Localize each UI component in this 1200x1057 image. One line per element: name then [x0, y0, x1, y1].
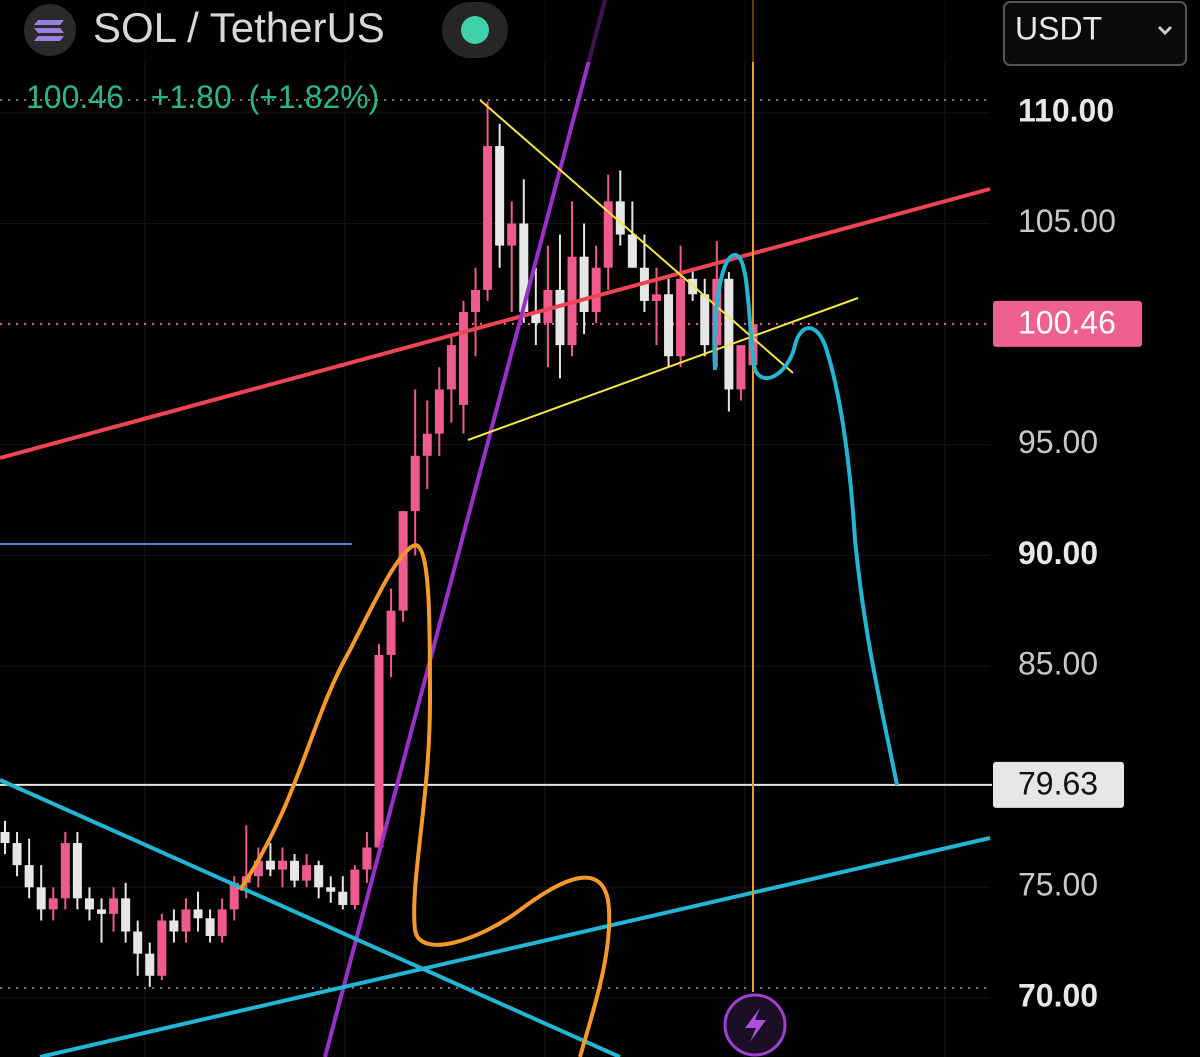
change-pct: (+1.82%)	[249, 79, 380, 115]
candle-body	[48, 898, 58, 910]
candle-body	[326, 887, 336, 892]
currency-select[interactable]	[1003, 1, 1187, 66]
y-tick-label: 85.00	[1018, 645, 1098, 681]
candle-body	[121, 898, 131, 932]
coin-glyph	[34, 20, 64, 41]
currency: USDT	[1015, 10, 1102, 46]
last-price: 100.46	[26, 79, 124, 115]
candle-body	[133, 931, 143, 954]
quote-line: 100.46 +1.80 (+1.82%)	[26, 79, 379, 115]
candle-body	[434, 389, 444, 434]
candle-body	[24, 865, 34, 888]
price-label-box	[993, 761, 1124, 808]
candle-body	[84, 898, 94, 910]
candle-body	[60, 843, 70, 899]
candle-body	[676, 278, 686, 357]
candle-body	[277, 860, 287, 870]
status-dot	[461, 16, 489, 44]
candle-body	[97, 909, 107, 914]
y-tick-label: 70.00	[1018, 977, 1098, 1013]
candle-body	[507, 223, 517, 246]
candle-body	[229, 882, 239, 910]
candle-body	[36, 887, 46, 910]
candle-body	[543, 289, 553, 324]
candle-body	[253, 860, 263, 877]
chevron	[1157, 25, 1173, 36]
candle-body	[374, 654, 384, 848]
symbol: SOL / TetherUS	[93, 4, 385, 51]
y-tick-label: 75.00	[1018, 867, 1098, 903]
candle-body	[458, 311, 468, 405]
candle-body	[410, 455, 420, 512]
candle-body	[495, 146, 505, 246]
candle-body	[555, 289, 565, 346]
candle-body	[181, 909, 191, 932]
candle-body	[72, 843, 82, 899]
candle-body	[338, 891, 348, 905]
candle-body	[651, 294, 661, 301]
alert-icon	[745, 1008, 766, 1042]
candle-body	[265, 860, 275, 870]
candle-body	[157, 920, 167, 976]
candle-body	[627, 234, 637, 268]
candle-body	[386, 610, 396, 655]
candle-body	[362, 847, 372, 870]
candle-body	[350, 869, 360, 905]
drawings	[0, 0, 991, 1057]
candle-body	[531, 311, 541, 324]
candle-body	[398, 511, 408, 611]
candle-body	[422, 433, 432, 456]
v-grid	[144, 0, 946, 1057]
candle-body	[579, 256, 589, 312]
candle-body	[700, 294, 710, 346]
candle-body	[483, 146, 493, 290]
candle-body	[217, 909, 227, 936]
candle-body	[603, 201, 613, 268]
candle-body	[205, 918, 215, 936]
candle-body	[446, 345, 456, 390]
candle-body	[193, 909, 203, 919]
candle-body	[519, 223, 529, 312]
candle-body	[169, 920, 179, 932]
candle-body	[302, 865, 312, 881]
price-label-box	[993, 300, 1142, 347]
y-tick-label: 95.00	[1018, 424, 1098, 460]
price-label: 100.46	[1018, 304, 1116, 340]
candle-body	[591, 267, 601, 312]
candle-body	[615, 201, 625, 235]
change: +1.80	[151, 79, 232, 115]
candle-body	[12, 843, 22, 866]
price-label: 79.63	[1018, 765, 1098, 801]
candle-body	[471, 289, 481, 312]
candle-body	[109, 898, 119, 914]
candle-body	[0, 831, 10, 844]
y-tick-label: 90.00	[1018, 535, 1098, 571]
candle-body	[314, 865, 324, 888]
y-tick-label: 110.00	[1018, 92, 1114, 128]
candle-body	[290, 860, 300, 881]
candle-body	[736, 345, 746, 390]
candle-body	[664, 294, 674, 357]
y-tick-label: 105.00	[1018, 203, 1116, 239]
candle-body	[145, 953, 155, 976]
candle-body	[724, 278, 734, 390]
